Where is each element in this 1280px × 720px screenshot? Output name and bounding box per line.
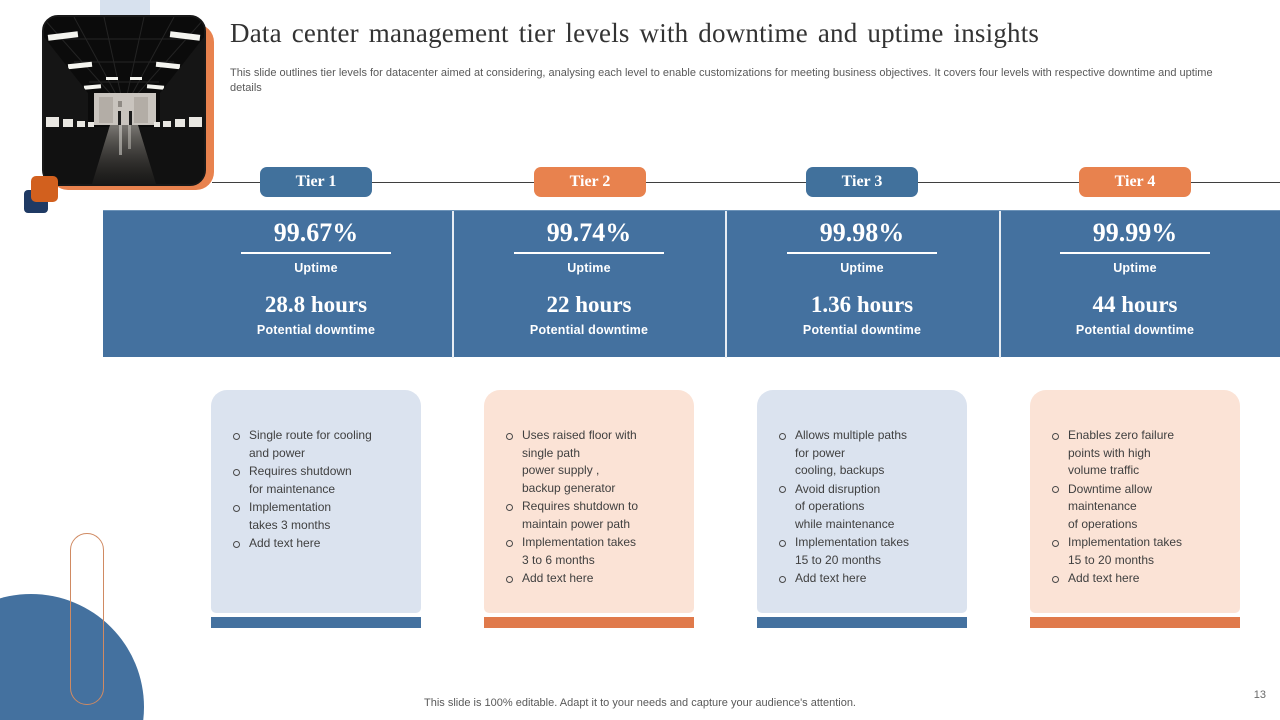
bullet-item: Add text here <box>1051 570 1224 588</box>
tier-2-downtime-value: 22 hours <box>546 292 632 317</box>
decor-orange-pill-outline <box>70 533 104 705</box>
page-number: 13 <box>1253 689 1266 701</box>
tier-1-stats: 99.67% Uptime 28.8 hours Potential downt… <box>211 211 421 358</box>
bullet-item: Implementation takes 15 to 20 months <box>778 534 951 569</box>
datacenter-photo <box>42 15 206 186</box>
bullet-item: Implementation takes 15 to 20 months <box>1051 534 1224 569</box>
bullet-item: Requires shutdown for maintenance <box>232 463 405 498</box>
bullet-item: Add text here <box>232 535 405 553</box>
tier-3-uptime-value: 99.98% <box>819 218 905 247</box>
tier-4-card-accent-bar <box>1030 617 1240 628</box>
tier-4-uptime-value: 99.99% <box>1092 218 1178 247</box>
tier-1-badge: Tier 1 <box>260 167 372 197</box>
tier-3-bullet-list: Allows multiple paths for power cooling,… <box>778 427 951 588</box>
tier-1-bullet-list: Single route for cooling and power Requi… <box>232 427 405 553</box>
footer-note: This slide is 100% editable. Adapt it to… <box>424 697 856 709</box>
tier-1-card-accent-bar <box>211 617 421 628</box>
bullet-item: Avoid disruption of operations while mai… <box>778 481 951 534</box>
stats-band: 99.67% Uptime 28.8 hours Potential downt… <box>103 210 1280 358</box>
tier-3-card: Allows multiple paths for power cooling,… <box>757 390 967 613</box>
decor-top-strip <box>100 0 150 16</box>
bullet-item: Allows multiple paths for power cooling,… <box>778 427 951 480</box>
tier-3-downtime-value: 1.36 hours <box>810 292 914 317</box>
downtime-label: Potential downtime <box>256 323 376 337</box>
underline <box>787 252 937 254</box>
uptime-label: Uptime <box>840 261 884 275</box>
page-title: Data center management tier levels with … <box>230 18 1040 48</box>
tier-4-stats: 99.99% Uptime 44 hours Potential downtim… <box>1030 211 1240 358</box>
underline <box>1060 252 1210 254</box>
underline <box>241 252 391 254</box>
decor-orange-square <box>31 176 58 202</box>
tier-4-downtime-value: 44 hours <box>1092 292 1178 317</box>
bullet-item: Implementation takes 3 months <box>232 499 405 534</box>
tier-4-bullet-list: Enables zero failure points with high vo… <box>1051 427 1224 588</box>
tier-connector-line <box>212 182 1280 183</box>
uptime-label: Uptime <box>294 261 338 275</box>
downtime-label: Potential downtime <box>1075 323 1195 337</box>
tier-2-uptime-value: 99.74% <box>546 218 632 247</box>
bullet-item: Downtime allow maintenance of operations <box>1051 481 1224 534</box>
underline <box>514 252 664 254</box>
tier-2-stats: 99.74% Uptime 22 hours Potential downtim… <box>484 211 694 358</box>
bullet-item: Single route for cooling and power <box>232 427 405 462</box>
tier-2-badge: Tier 2 <box>534 167 646 197</box>
tier-2-card-accent-bar <box>484 617 694 628</box>
bullet-item: Enables zero failure points with high vo… <box>1051 427 1224 480</box>
tier-3-badge: Tier 3 <box>806 167 918 197</box>
band-divider <box>725 211 727 358</box>
tier-2-bullet-list: Uses raised floor with single path power… <box>505 427 678 588</box>
downtime-label: Potential downtime <box>529 323 649 337</box>
band-divider <box>452 211 454 358</box>
tier-4-card: Enables zero failure points with high vo… <box>1030 390 1240 613</box>
uptime-label: Uptime <box>1113 261 1157 275</box>
bullet-item: Implementation takes 3 to 6 months <box>505 534 678 569</box>
tier-1-card: Single route for cooling and power Requi… <box>211 390 421 613</box>
tier-3-stats: 99.98% Uptime 1.36 hours Potential downt… <box>757 211 967 358</box>
bullet-item: Add text here <box>778 570 951 588</box>
uptime-label: Uptime <box>567 261 611 275</box>
tier-4-badge: Tier 4 <box>1079 167 1191 197</box>
tier-1-uptime-value: 99.67% <box>273 218 359 247</box>
bullet-item: Uses raised floor with single path power… <box>505 427 678 497</box>
downtime-label: Potential downtime <box>802 323 922 337</box>
tier-1-downtime-value: 28.8 hours <box>264 292 368 317</box>
bullet-item: Requires shutdown to maintain power path <box>505 498 678 533</box>
page-subtitle: This slide outlines tier levels for data… <box>230 67 1213 94</box>
bullet-item: Add text here <box>505 570 678 588</box>
tier-3-card-accent-bar <box>757 617 967 628</box>
tier-2-card: Uses raised floor with single path power… <box>484 390 694 613</box>
datacenter-photo-illustration <box>44 17 204 184</box>
band-divider <box>999 211 1001 358</box>
